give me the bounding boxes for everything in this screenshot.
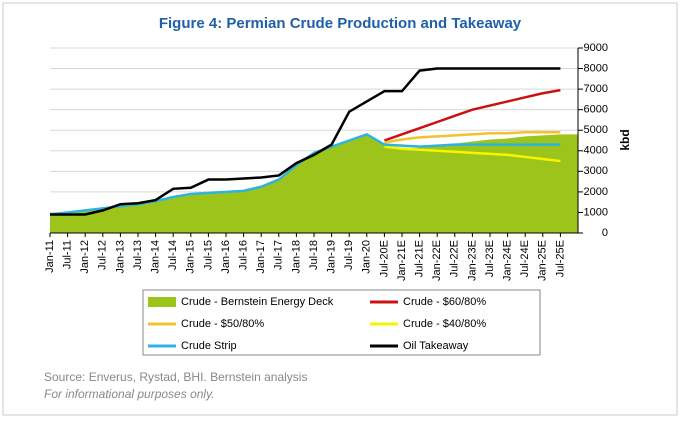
x-tick-label: Jul-12 (97, 240, 109, 270)
line (384, 145, 561, 163)
x-tick-label: Jan-13 (114, 240, 126, 274)
x-tick-label: Jul-16 (238, 240, 250, 270)
x-tick-label: Jul-14 (167, 240, 179, 270)
x-tick-label: Jan-24E (502, 240, 514, 281)
x-tick-label: Jan-23E (466, 240, 478, 281)
x-tick-label: Jan-15 (185, 240, 197, 274)
x-tick-label: Jan-11 (44, 240, 56, 273)
y-tick-label: 6000 (584, 104, 608, 116)
line (50, 67, 561, 216)
x-tick-label: Jan-19 (326, 240, 338, 274)
x-tick-label: Jul-19 (343, 240, 355, 270)
x-tick-label: Jul-21E (414, 240, 426, 277)
x-tick-label: Jul-25E (554, 240, 566, 277)
y-tick-label: 2000 (584, 186, 608, 198)
x-tick-label: Jan-22E (431, 240, 443, 281)
legend-label: Crude Strip (181, 340, 237, 352)
y-tick-label: 0 (602, 227, 608, 239)
y-tick-label: 7000 (584, 83, 608, 95)
y-tick-label: 4000 (584, 145, 608, 157)
source: Source: Enverus, Rystad, BHI. Bernstein … (44, 370, 307, 384)
x-tick-label: Jul-22E (449, 240, 461, 277)
x-tick-label: Jul-23E (484, 240, 496, 277)
line (383, 88, 561, 142)
x-tick-label: Jul-13 (132, 240, 144, 270)
area (50, 134, 578, 233)
x-tick-label: Jan-25E (537, 240, 549, 281)
x-tick-label: Jul-24E (519, 240, 531, 277)
y-tick-label: 1000 (584, 206, 608, 218)
legend-label: Oil Takeaway (403, 340, 469, 352)
x-tick-label: Jan-16 (220, 240, 232, 274)
x-tick-label: Jul-18 (308, 240, 320, 270)
legend-label: Crude - $60/80% (403, 296, 486, 308)
y-axis-label: kbd (618, 129, 632, 150)
x-tick-label: Jan-12 (79, 240, 91, 274)
x-tick-label: Jan-14 (150, 240, 162, 274)
x-tick-label: Jan-20 (361, 240, 373, 274)
y-tick-label: 9000 (584, 42, 608, 54)
x-tick-label: Jul-11 (62, 240, 74, 269)
legend-swatch (148, 297, 176, 307)
legend-label: Crude - Bernstein Energy Deck (181, 296, 334, 308)
x-tick-label: Jan-21E (396, 240, 408, 281)
legend-label: Crude - $40/80% (403, 318, 486, 330)
chart-title: Figure 4: Permian Crude Production and T… (159, 15, 522, 32)
y-tick-label: 8000 (584, 62, 608, 74)
x-tick-label: Jul-15 (202, 240, 214, 270)
x-tick-label: Jul-17 (273, 240, 285, 270)
y-tick-label: 5000 (584, 124, 608, 136)
legend (142, 289, 541, 356)
note: For informational purposes only. (44, 387, 215, 401)
x-tick-label: Jan-17 (255, 240, 267, 274)
line (384, 131, 561, 144)
y-tick-label: 3000 (584, 165, 608, 177)
x-tick-label: Jan-18 (290, 240, 302, 274)
legend-label: Crude - $50/80% (181, 318, 264, 330)
x-tick-label: Jul-20E (378, 240, 390, 277)
